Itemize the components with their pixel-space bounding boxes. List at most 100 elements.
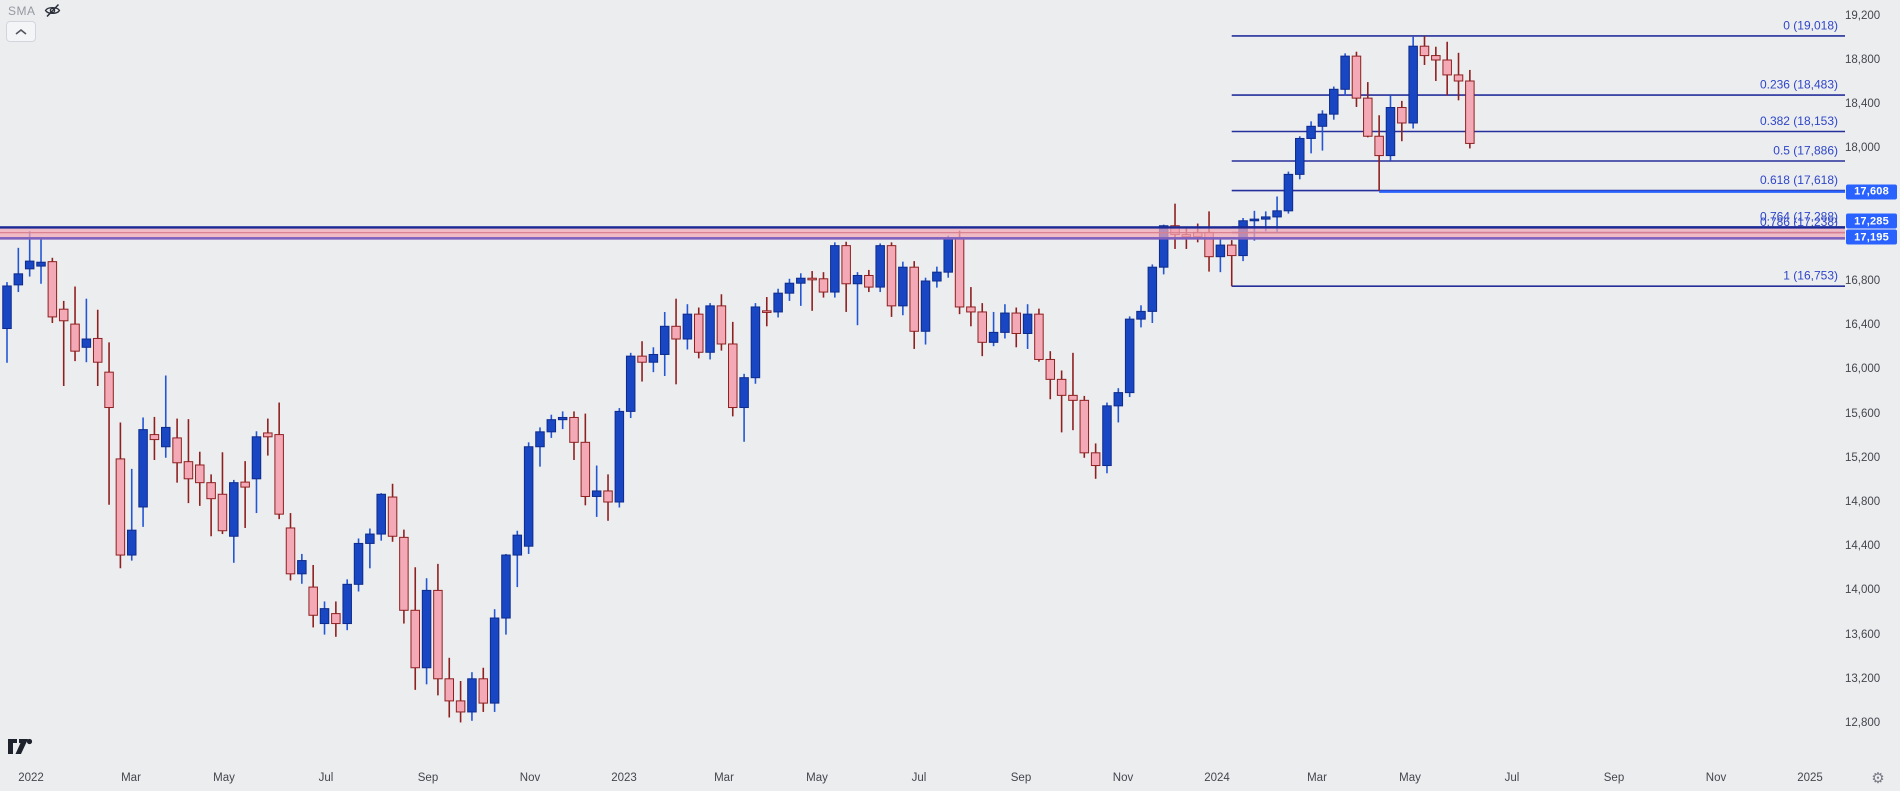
candle-body xyxy=(308,586,318,616)
time-scale-label: 2023 xyxy=(611,772,637,784)
candle xyxy=(920,277,931,345)
candle-body xyxy=(36,261,46,267)
candle xyxy=(387,483,398,542)
candle-body xyxy=(1453,74,1464,82)
candle xyxy=(251,431,262,514)
candle xyxy=(1136,305,1146,328)
candle xyxy=(489,609,500,712)
candle xyxy=(1283,171,1294,214)
candle-body xyxy=(81,338,92,348)
candle-body xyxy=(637,355,647,363)
candle xyxy=(229,479,239,563)
candle-body xyxy=(1079,399,1090,454)
candle xyxy=(206,474,216,537)
candle-body xyxy=(1034,313,1044,360)
candle xyxy=(1442,41,1452,96)
candle-body xyxy=(716,305,727,345)
candle-body xyxy=(70,323,80,352)
candle-body xyxy=(365,533,375,544)
candle xyxy=(478,667,489,712)
price-scale-label: 14,800 xyxy=(1845,496,1881,508)
price-scale-label: 14,400 xyxy=(1845,540,1881,553)
price-zone[interactable] xyxy=(0,226,1845,240)
candle xyxy=(705,303,715,360)
candle-body xyxy=(1465,80,1475,144)
candle-body xyxy=(342,583,352,625)
candle-body xyxy=(47,261,58,318)
candle-body xyxy=(376,493,386,535)
settings-gear-icon[interactable]: ⚙ xyxy=(1871,770,1885,787)
time-scale-label: Nov xyxy=(519,772,541,784)
price-scale-label: 19,200 xyxy=(1845,9,1881,22)
time-scale-label: May xyxy=(1399,772,1421,784)
candle-body xyxy=(1102,405,1112,467)
candle xyxy=(1317,110,1328,151)
candle xyxy=(954,230,965,315)
collapse-pane-button[interactable] xyxy=(6,21,36,42)
candle-body xyxy=(1226,244,1237,257)
indicator-legend[interactable]: SMA xyxy=(8,2,61,19)
candle xyxy=(1056,370,1067,433)
candle xyxy=(739,373,749,442)
candle-body xyxy=(898,266,908,307)
candle xyxy=(1431,46,1441,81)
zone-top-line xyxy=(0,226,1845,229)
candle xyxy=(183,419,194,504)
candle-body xyxy=(886,245,897,307)
candle xyxy=(1068,352,1078,431)
candle-body xyxy=(297,560,307,575)
candle-body xyxy=(1329,88,1339,115)
candle-body xyxy=(784,282,795,294)
candle xyxy=(1011,307,1022,348)
price-scale-label: 12,800 xyxy=(1845,717,1881,729)
candle-body xyxy=(410,609,420,669)
candle-body xyxy=(523,446,534,547)
candle-body xyxy=(1011,312,1022,334)
candle-body xyxy=(421,589,432,669)
candle-body xyxy=(1136,310,1146,320)
candle xyxy=(966,287,976,327)
fib-level-label: 0.5 (17,886) xyxy=(1773,143,1838,157)
time-scale-label: Jul xyxy=(911,772,927,784)
candle-body xyxy=(1306,125,1316,139)
fib-level-label: 0 (19,018) xyxy=(1783,18,1838,32)
candle xyxy=(648,347,659,373)
candle-body xyxy=(444,678,455,702)
candle-body xyxy=(1260,216,1271,220)
time-scale-label: Jul xyxy=(1504,772,1520,784)
candle xyxy=(70,286,80,362)
price-scale-label: 14,000 xyxy=(1845,584,1881,597)
candle-body xyxy=(1431,55,1441,61)
candle xyxy=(126,468,137,561)
candle-body xyxy=(399,536,409,611)
candle xyxy=(1272,196,1282,232)
price-scale-label: 13,600 xyxy=(1845,628,1881,641)
tradingview-logo[interactable] xyxy=(8,737,36,759)
candle-body xyxy=(240,481,250,488)
candle xyxy=(13,247,24,293)
time-scale-label: Mar xyxy=(121,772,141,784)
eye-off-icon[interactable] xyxy=(44,2,61,19)
price-scale-label: 18,400 xyxy=(1845,98,1881,111)
candle-body xyxy=(183,461,194,480)
candle-body xyxy=(659,325,670,355)
candle-body xyxy=(1000,312,1010,333)
fib-retracement[interactable]: 0 (19,018) 0.236 (18,483) 0.382 (18,153) 0.… xyxy=(1231,18,1845,287)
candle-body xyxy=(977,311,987,343)
candle-body xyxy=(353,542,364,585)
chevron-up-icon xyxy=(15,28,27,35)
candle-body xyxy=(433,589,443,680)
candle xyxy=(285,513,296,581)
candle xyxy=(580,413,591,506)
candle-body xyxy=(229,482,239,537)
candle-body xyxy=(489,617,500,704)
candle-body xyxy=(1295,137,1305,175)
candle xyxy=(864,269,874,293)
candle xyxy=(342,579,352,631)
candle xyxy=(1363,82,1373,138)
candle-body xyxy=(603,490,613,503)
candle-body xyxy=(149,434,160,441)
candle-body xyxy=(1272,210,1282,218)
candle-body xyxy=(1397,107,1407,124)
